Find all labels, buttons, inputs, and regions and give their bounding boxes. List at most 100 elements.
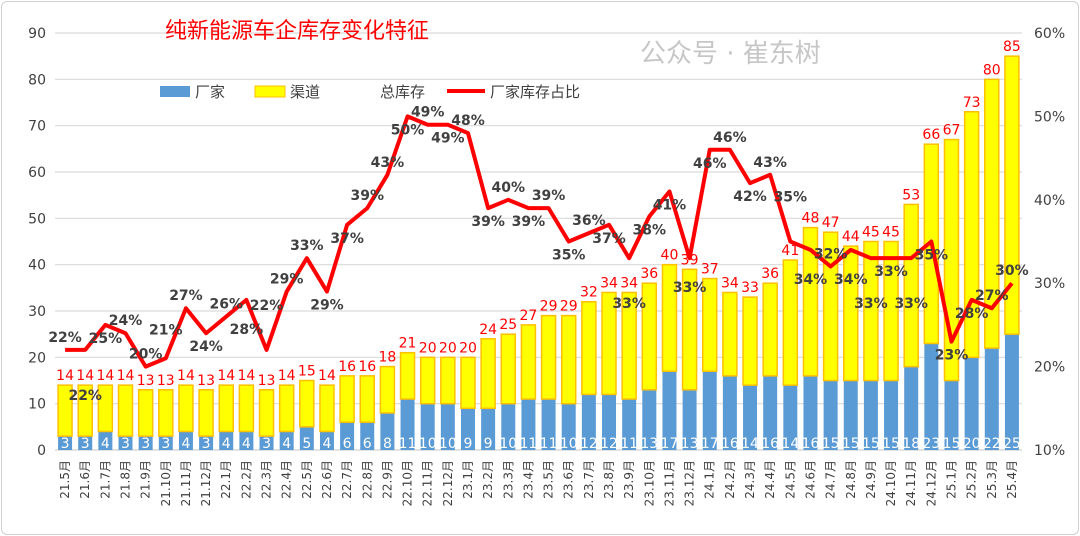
left-axis-tick-label: 40	[28, 258, 46, 274]
bar-factory	[319, 431, 334, 450]
x-axis-tick-label: 22.5月	[300, 460, 314, 499]
x-axis-tick-label: 22.1月	[219, 460, 233, 499]
share-value-label: 39%	[512, 214, 546, 230]
factory-value-label: 3	[262, 436, 271, 452]
bar-channel	[963, 111, 980, 359]
factory-value-label: 4	[242, 436, 251, 452]
total-value-label: 20	[459, 340, 477, 356]
bar-channel	[299, 379, 315, 428]
x-axis-tick-label: 25.4月	[1005, 460, 1019, 499]
bar-channel	[802, 226, 819, 377]
chart-title: 纯新能源车企库存变化特征	[165, 19, 429, 44]
factory-value-label: 15	[882, 436, 900, 452]
bar-channel	[379, 365, 396, 414]
share-value-label: 42%	[733, 189, 767, 205]
total-value-label: 37	[701, 262, 719, 278]
factory-value-label: 13	[681, 436, 699, 452]
bar-factory	[581, 394, 596, 450]
factory-value-label: 10	[560, 436, 578, 452]
bar-factory	[199, 436, 214, 450]
x-axis-tick-label: 23.2月	[481, 460, 495, 499]
share-value-label: 33%	[612, 296, 646, 312]
share-value-label: 33%	[874, 264, 908, 280]
factory-value-label: 11	[399, 436, 417, 452]
x-axis-tick-label: 25.2月	[965, 460, 979, 499]
total-value-label: 45	[882, 225, 900, 241]
total-value-label: 13	[197, 373, 215, 389]
total-value-label: 27	[520, 308, 538, 324]
left-axis-tick-label: 80	[28, 72, 46, 88]
bar-channel	[57, 384, 73, 437]
bar-factory	[884, 380, 899, 450]
bar-factory	[682, 389, 697, 450]
bar-factory	[440, 403, 455, 450]
factory-value-label: 17	[701, 436, 719, 452]
bar-channel	[77, 384, 93, 437]
bar-factory	[904, 366, 919, 450]
bar-factory	[803, 375, 818, 450]
bar-factory	[178, 431, 193, 450]
bar-factory	[964, 357, 979, 450]
factory-value-label: 15	[862, 436, 880, 452]
x-axis-tick-label: 22.4月	[280, 460, 294, 499]
bar-channel	[581, 300, 597, 396]
left-axis-tick-label: 60	[28, 165, 46, 181]
share-value-label: 29%	[270, 272, 304, 288]
bar-factory	[360, 422, 375, 450]
x-axis-tick-label: 22.8月	[360, 460, 374, 499]
share-value-label: 33%	[290, 238, 324, 254]
left-axis-tick-label: 30	[28, 304, 46, 320]
total-value-label: 34	[721, 275, 739, 291]
total-value-label: 20	[439, 340, 457, 356]
total-value-label: 39	[681, 252, 699, 268]
x-axis-tick-label: 23.10月	[642, 460, 656, 506]
factory-value-label: 3	[121, 436, 130, 452]
x-axis-tick-label: 21.11月	[179, 460, 193, 506]
bar-channel	[863, 240, 879, 382]
factory-value-label: 3	[161, 436, 170, 452]
total-value-label: 14	[278, 368, 296, 384]
x-axis-tick-label: 24.12月	[924, 460, 938, 506]
factory-value-label: 20	[963, 436, 981, 452]
bar-factory	[924, 343, 939, 450]
x-axis-tick-label: 21.12月	[199, 460, 213, 506]
total-value-label: 25	[499, 317, 517, 333]
bar-channel	[238, 384, 255, 433]
total-value-label: 85	[1003, 39, 1021, 55]
share-value-label: 34%	[794, 272, 828, 288]
bar-factory	[98, 431, 113, 450]
share-value-label: 35%	[915, 248, 949, 264]
bar-channel	[843, 245, 859, 382]
bar-channel	[903, 203, 919, 368]
bar-channel	[742, 296, 758, 386]
bar-factory	[400, 399, 415, 450]
bar-factory	[763, 375, 778, 450]
bar-channel	[520, 324, 537, 400]
bar-channel	[137, 389, 154, 437]
factory-value-label: 16	[721, 436, 739, 452]
total-value-label: 16	[358, 359, 376, 375]
total-value-label: 40	[661, 248, 679, 264]
total-value-label: 13	[137, 373, 155, 389]
share-value-label: 22%	[250, 298, 284, 314]
total-value-label: 14	[117, 368, 135, 384]
share-value-label: 50%	[391, 122, 425, 138]
total-value-label: 45	[862, 225, 880, 241]
bar-factory	[460, 408, 475, 450]
bar-factory	[743, 385, 758, 450]
legend-swatch-factory	[160, 86, 190, 97]
share-value-label: 28%	[230, 322, 264, 338]
x-axis-tick-label: 24.10月	[884, 460, 898, 506]
share-value-label: 29%	[310, 298, 344, 314]
bar-channel	[198, 389, 214, 437]
x-axis-tick-label: 24.1月	[703, 460, 717, 499]
total-value-label: 15	[298, 364, 316, 380]
share-value-label: 34%	[834, 272, 868, 288]
total-value-label: 33	[741, 280, 759, 296]
factory-value-label: 4	[222, 436, 231, 452]
bar-channel	[97, 384, 114, 433]
share-value-label: 43%	[753, 155, 787, 171]
share-value-label: 33%	[894, 296, 928, 312]
bar-channel	[560, 314, 577, 405]
